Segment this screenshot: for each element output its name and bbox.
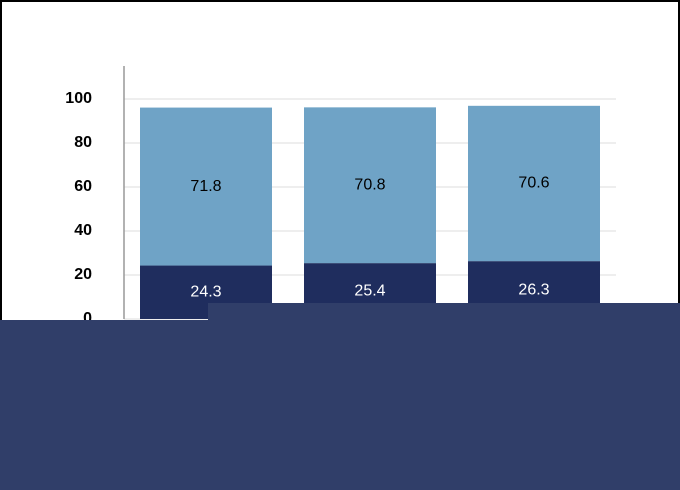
data-label: 26.3 bbox=[518, 281, 549, 298]
y-tick-label: 20 bbox=[74, 266, 92, 283]
data-label: 70.6 bbox=[518, 175, 549, 192]
data-label: 25.4 bbox=[354, 282, 385, 299]
bar-segment bbox=[140, 107, 272, 266]
bar-segment bbox=[468, 105, 600, 262]
y-tick-label: 80 bbox=[74, 134, 92, 151]
data-label: 70.8 bbox=[354, 176, 385, 193]
data-label: 24.3 bbox=[190, 283, 221, 300]
y-tick-label: 0 bbox=[83, 310, 92, 327]
y-tick-label: 100 bbox=[65, 90, 92, 107]
y-tick-label: 60 bbox=[74, 178, 92, 195]
bar-segment bbox=[304, 107, 436, 264]
y-tick-label: 40 bbox=[74, 222, 92, 239]
overlay-panel bbox=[0, 303, 680, 490]
data-label: 71.8 bbox=[190, 178, 221, 195]
